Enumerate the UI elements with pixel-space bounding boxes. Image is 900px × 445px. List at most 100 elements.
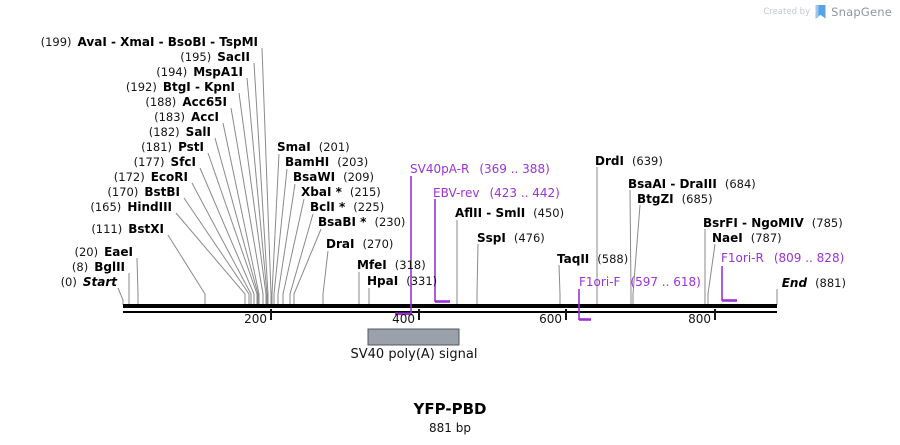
site-label[interactable]: SmaI (201) [277,140,350,154]
pointer-line [632,204,641,305]
site-position: (684) [724,177,756,191]
site-name: EcoRI [150,170,188,184]
site-position: (201) [318,140,350,154]
site-name: Acc65I [182,95,227,109]
site-label[interactable]: BclI * (225) [310,200,384,214]
site-position: (111) [91,222,123,236]
site-position: (215) [349,185,381,199]
pointer-lines [117,47,778,305]
feature-box-sv40-polya[interactable] [367,328,460,346]
site-position: (685) [681,192,713,206]
primer-label[interactable]: F1ori-F (597 .. 618) [579,275,701,289]
site-position: (639) [631,154,663,168]
site-name: BsaBI * [318,215,367,229]
site-label[interactable]: (183) AccI [154,110,219,124]
axis-tick-label: 600 [539,312,562,326]
primer-label[interactable]: F1ori-R (809 .. 828) [721,251,844,265]
site-label[interactable]: (177) SfcI [134,155,196,169]
site-label[interactable]: (111) BstXI [91,222,164,236]
site-label[interactable]: AflII - SmlI (450) [455,206,564,220]
primer-name: SV40pA-R [410,162,470,176]
pointer-line [214,137,259,305]
site-label[interactable]: (192) BtgI - KpnI [126,80,235,94]
primer-label[interactable]: EBV-rev (423 .. 442) [433,186,560,200]
pointer-line [282,198,305,305]
sequence-line [123,304,777,308]
site-label[interactable]: (199) AvaI - XmaI - BsoBI - TspMI [41,35,258,49]
primer-marks [395,176,737,321]
site-label[interactable]: BamHI (203) [285,155,368,169]
site-position: (476) [513,231,545,245]
primer-range: (369 .. 388) [479,162,550,176]
site-position: (181) [141,140,173,154]
site-position: (450) [533,206,565,220]
snapgene-logo-text: SnapGene [831,5,892,19]
primer-name: EBV-rev [433,186,480,200]
site-label[interactable]: (188) Acc65I [145,95,227,109]
pointer-line [253,62,269,305]
pointer-line [261,47,272,305]
feature-label[interactable]: SV40 poly(A) signal [350,347,478,362]
site-label[interactable]: XbaI * (215) [301,185,381,199]
start-label[interactable]: (0) Start [61,275,117,289]
site-name: SfcI [170,155,196,169]
site-name: MfeI [357,258,387,272]
axis-tick-label: 400 [392,312,415,326]
site-position: (177) [133,155,165,169]
site-label[interactable]: BtgZI (685) [637,192,713,206]
site-position: (165) [90,200,122,214]
snapgene-logo-icon [815,5,826,19]
sequence-line-shadow [123,311,777,313]
site-name: BsrFI - NgoMIV [703,216,804,230]
axis-ticks [270,309,716,320]
site-label[interactable]: DrdI (639) [595,154,663,168]
axis-tick-label: 800 [688,312,711,326]
site-name: XbaI * [301,185,342,199]
site-position: (188) [145,95,177,109]
pointer-line [167,234,206,305]
site-label[interactable]: BsaAI - DraIII (684) [628,177,756,191]
site-label[interactable]: BsrFI - NgoMIV (785) [703,216,843,230]
site-name: TaqII [557,252,590,266]
site-name: PstI [178,140,204,154]
site-label[interactable]: BsaBI * (230) [318,215,405,229]
site-name: BstBI [144,185,180,199]
primer-label[interactable]: SV40pA-R (369 .. 388) [410,162,550,176]
site-label[interactable]: (172) EcoRI [114,170,188,184]
site-name: SacII [217,50,250,64]
site-label[interactable]: (182) SalI [149,125,211,139]
site-position: (194) [156,65,188,79]
site-label[interactable]: TaqII (588) [557,252,628,266]
site-position: (787) [750,231,782,245]
site-label[interactable]: NaeI (787) [712,231,782,245]
site-label[interactable]: (195) SacII [180,50,250,64]
site-label[interactable]: (8) BglII [72,260,125,274]
site-label[interactable]: MfeI (318) [357,258,426,272]
site-label[interactable]: BsaWI (209) [293,170,374,184]
site-label[interactable]: (194) MspA1I [156,65,243,79]
site-label[interactable]: DraI (270) [326,237,393,251]
site-name: BstXI [128,222,164,236]
site-name: BtgI - KpnI [162,80,235,94]
pointer-line [322,250,329,305]
pointer-line [136,257,139,305]
site-name: NaeI [712,231,743,245]
end-label[interactable]: End (881) [782,276,846,290]
site-label[interactable]: HpaI (331) [367,274,437,288]
pointer-line [230,107,264,305]
site-name: End [781,276,808,290]
site-name: SspI [477,231,506,245]
site-label[interactable]: (20) EaeI [74,245,133,259]
pointer-line [183,197,250,305]
site-label[interactable]: (170) BstBI [107,185,180,199]
site-name: HpaI [367,274,399,288]
map-length: 881 bp [429,421,471,435]
site-name: DrdI [595,154,624,168]
site-position: (318) [394,258,426,272]
site-label[interactable]: SspI (476) [477,231,545,245]
site-name: SmaI [277,140,311,154]
site-name: BglII [94,260,125,274]
site-label[interactable]: (165) HindIII [90,200,172,214]
map-title: YFP-PBD [413,400,487,418]
site-label[interactable]: (181) PstI [141,140,204,154]
